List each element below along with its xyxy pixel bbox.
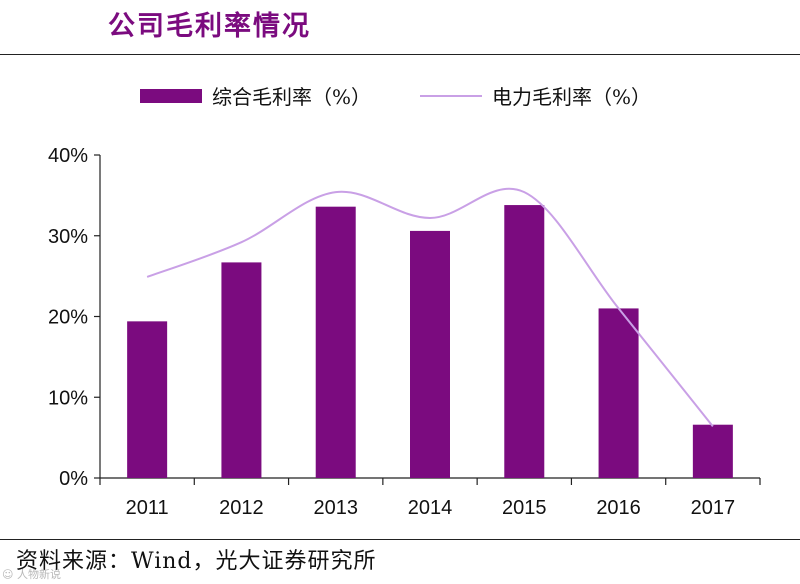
x-tick-label: 2016 (596, 497, 641, 519)
bar-2015 (504, 205, 545, 478)
x-tick-label: 2017 (691, 497, 736, 519)
page-title: 公司毛利率情况 (108, 11, 311, 42)
y-tick-label: 20% (48, 307, 88, 329)
bar-2016 (598, 308, 639, 478)
line-series (146, 187, 714, 427)
top-divider (0, 54, 800, 55)
x-tick-label: 2015 (502, 497, 547, 519)
x-tick-label: 2011 (126, 497, 169, 519)
bar-2012 (221, 262, 262, 478)
y-tick-labels: 0% 10% 20% 30% 40% (48, 145, 88, 490)
chart-legend: 综合毛利率（%） 电力毛利率（%） (140, 85, 651, 109)
x-tick-labels: 2011 2012 2013 2014 2015 2016 2017 (126, 497, 735, 519)
legend-bar-swatch (140, 89, 202, 103)
x-tick-label: 2012 (219, 497, 264, 519)
x-tick-label: 2014 (408, 497, 453, 519)
watermark: ☺ 人物新说 (2, 568, 61, 581)
bar-2017 (692, 424, 733, 478)
bar-2011 (127, 321, 168, 478)
x-tick-label: 2013 (313, 497, 358, 519)
bar-series (127, 205, 733, 478)
source-note: 资料来源：Wind，光大证券研究所 (16, 549, 377, 574)
bar-2013 (315, 206, 356, 478)
y-tick-label: 10% (48, 387, 88, 409)
y-tick-label: 30% (48, 226, 88, 248)
legend-bar-label: 综合毛利率（%） (212, 85, 371, 109)
bottom-divider (0, 539, 800, 540)
y-tick-label: 0% (59, 468, 88, 490)
bar-2014 (410, 230, 450, 478)
y-tick-label: 40% (48, 145, 88, 167)
legend-line-label: 电力毛利率（%） (492, 85, 651, 109)
